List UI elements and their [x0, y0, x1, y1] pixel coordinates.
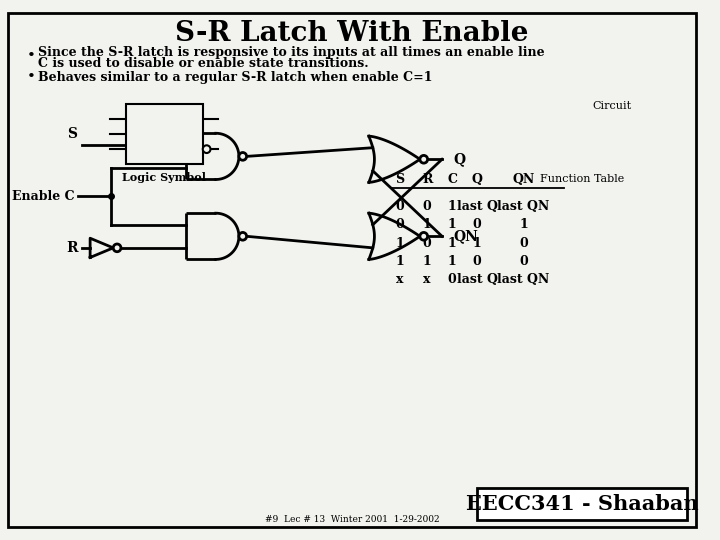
- Bar: [126, 104, 203, 164]
- Text: •: •: [27, 70, 35, 84]
- Text: 1: 1: [448, 255, 456, 268]
- Text: last QN: last QN: [498, 200, 549, 213]
- Text: •: •: [27, 49, 35, 63]
- Text: S: S: [68, 127, 78, 141]
- Circle shape: [239, 232, 246, 240]
- Text: 1: 1: [448, 237, 456, 249]
- Text: C: C: [130, 128, 140, 141]
- Text: C is used to disable or enable state transitions.: C is used to disable or enable state tra…: [38, 57, 369, 70]
- Text: 1: 1: [396, 237, 405, 249]
- Text: 1: 1: [423, 255, 431, 268]
- Text: 0: 0: [396, 218, 405, 231]
- Text: x: x: [397, 273, 404, 286]
- Bar: [477, 488, 687, 521]
- Text: 1: 1: [423, 218, 431, 231]
- Text: QN: QN: [513, 173, 534, 186]
- Text: R: R: [66, 241, 78, 255]
- Text: 1: 1: [448, 200, 456, 213]
- Text: 0: 0: [423, 200, 431, 213]
- Circle shape: [420, 156, 428, 163]
- Text: S: S: [395, 173, 405, 186]
- Text: EECC341 - Shaaban: EECC341 - Shaaban: [466, 494, 698, 514]
- Text: C: C: [447, 173, 457, 186]
- Text: Q: Q: [472, 173, 482, 186]
- Text: Behaves similar to a regular S-R latch when enable C=1: Behaves similar to a regular S-R latch w…: [38, 71, 433, 84]
- Text: Function Table: Function Table: [540, 173, 624, 184]
- Text: Q: Q: [185, 113, 195, 126]
- Text: 1: 1: [396, 255, 405, 268]
- Circle shape: [203, 145, 210, 153]
- Text: 1: 1: [473, 237, 482, 249]
- Circle shape: [239, 152, 246, 160]
- Circle shape: [420, 232, 428, 240]
- Text: x: x: [423, 273, 431, 286]
- Text: last Q: last Q: [456, 273, 498, 286]
- Text: last Q: last Q: [456, 200, 498, 213]
- Text: last QN: last QN: [498, 273, 549, 286]
- Text: S: S: [130, 113, 139, 126]
- Text: 0: 0: [519, 255, 528, 268]
- Text: Since the S-R latch is responsive to its inputs at all times an enable line: Since the S-R latch is responsive to its…: [38, 46, 545, 59]
- Text: Circuit: Circuit: [593, 102, 632, 111]
- Circle shape: [113, 244, 121, 252]
- Text: Logic Symbol: Logic Symbol: [122, 172, 206, 183]
- Text: Enable C: Enable C: [12, 190, 75, 203]
- Text: 0: 0: [473, 255, 482, 268]
- Text: 0: 0: [448, 273, 456, 286]
- Text: S-R Latch With Enable: S-R Latch With Enable: [175, 19, 528, 46]
- Text: 1: 1: [519, 218, 528, 231]
- Text: 1: 1: [448, 218, 456, 231]
- Text: Q: Q: [185, 143, 195, 156]
- Text: 0: 0: [473, 218, 482, 231]
- Text: R: R: [130, 143, 140, 156]
- Text: #9  Lec # 13  Winter 2001  1-29-2002: #9 Lec # 13 Winter 2001 1-29-2002: [265, 515, 439, 524]
- Text: Q: Q: [454, 152, 466, 166]
- Text: QN: QN: [454, 230, 479, 244]
- Text: 0: 0: [423, 237, 431, 249]
- Text: 0: 0: [519, 237, 528, 249]
- Text: 0: 0: [396, 200, 405, 213]
- Text: R: R: [422, 173, 432, 186]
